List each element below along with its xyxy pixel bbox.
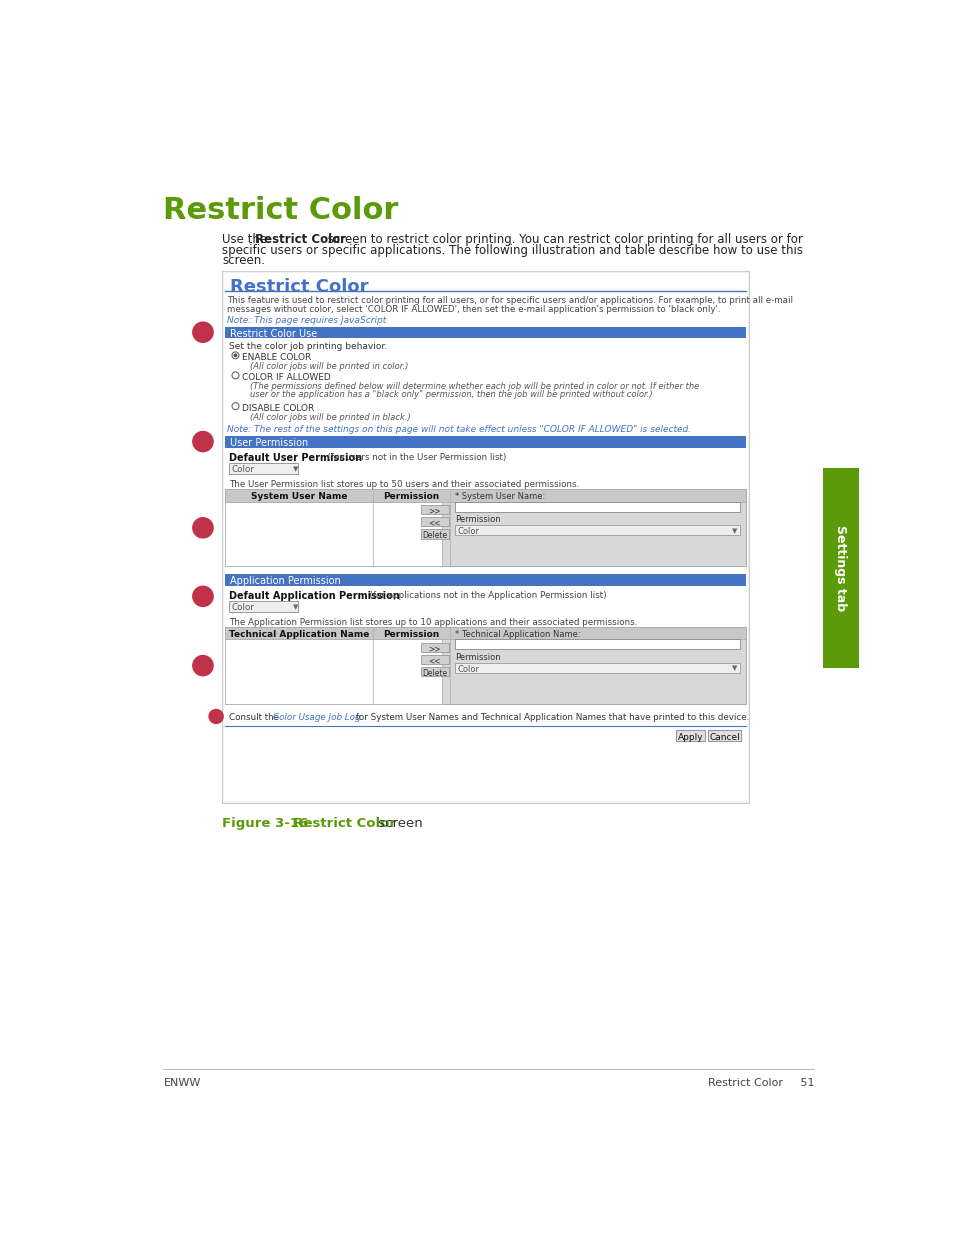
Bar [225,489,745,501]
Text: Color: Color [232,603,254,613]
Text: The User Permission list stores up to 50 users and their associated permissions.: The User Permission list stores up to 50… [229,480,578,489]
Bar [455,501,740,511]
Text: Cancel: Cancel [708,732,740,742]
Text: screen to restrict color printing. You can restrict color printing for all users: screen to restrict color printing. You c… [323,233,801,246]
Text: >>: >> [428,506,440,515]
Bar [420,642,448,652]
Text: Permission: Permission [455,515,500,525]
Text: COLOR IF ALLOWED: COLOR IF ALLOWED [241,373,330,382]
Text: specific users or specific applications. The following illustration and table de: specific users or specific applications.… [222,243,802,257]
Text: Use the: Use the [222,233,271,246]
Text: user or the application has a "black only" permission, then the job will be prin: user or the application has a "black onl… [250,390,652,399]
Text: ▼: ▼ [293,466,298,472]
Circle shape [192,321,213,343]
Bar [420,655,448,664]
Text: Note: This page requires JavaScript: Note: This page requires JavaScript [227,316,386,325]
Bar [225,489,745,567]
Circle shape [233,353,237,357]
Text: ENABLE COLOR: ENABLE COLOR [241,353,311,362]
Bar [225,501,442,567]
Bar [420,667,448,677]
Circle shape [192,431,213,452]
Text: Restrict Color     51: Restrict Color 51 [707,1078,814,1088]
Text: Apply: Apply [677,732,702,742]
Text: * System User Name:: * System User Name: [455,493,544,501]
Text: <<: << [428,519,440,527]
Text: (for applications not in the Application Permission list): (for applications not in the Application… [364,592,606,600]
Text: for System User Names and Technical Application Names that have printed to this : for System User Names and Technical Appl… [353,714,748,722]
Text: Restrict Color: Restrict Color [254,233,346,246]
Text: Color: Color [456,664,478,674]
Text: screen.: screen. [222,254,265,268]
Bar [229,463,298,474]
Text: (The permissions defined below will determine whether each job will be printed i: (The permissions defined below will dete… [250,383,699,391]
Bar [225,327,745,338]
Circle shape [232,352,239,359]
Text: Delete: Delete [421,668,447,678]
Text: Color: Color [456,527,478,536]
Text: User Permission: User Permission [230,438,308,448]
Circle shape [232,372,239,379]
Text: Set the color job printing behavior.: Set the color job printing behavior. [229,342,386,351]
Text: Permission: Permission [383,493,439,501]
Bar [822,468,858,668]
Text: (All color jobs will be printed in black.): (All color jobs will be printed in black… [250,412,411,422]
Bar [225,627,745,704]
Bar [455,525,740,535]
Bar [225,574,745,585]
Text: Default Application Permission: Default Application Permission [229,592,399,601]
Circle shape [208,709,224,724]
Bar [420,505,448,514]
Bar [455,640,740,650]
Text: ENWW: ENWW [163,1078,200,1088]
Text: Figure 3-16: Figure 3-16 [222,816,308,830]
Text: ▼: ▼ [732,666,737,672]
Circle shape [192,517,213,538]
Text: Restrict Color Use: Restrict Color Use [230,330,317,340]
Text: Note: The rest of the settings on this page will not take effect unless "COLOR I: Note: The rest of the settings on this p… [227,425,690,435]
Bar [707,730,740,741]
Text: screen: screen [374,816,422,830]
Circle shape [192,585,213,608]
Text: Color: Color [232,466,254,474]
Text: Permission: Permission [455,653,500,662]
Text: Technical Application Name: Technical Application Name [229,630,369,640]
Text: Delete: Delete [421,531,447,540]
Text: ▼: ▼ [293,604,298,610]
Text: <<: << [428,656,440,666]
Bar [225,627,745,640]
Bar [225,640,442,704]
Text: messages without color, select 'COLOR IF ALLOWED', then set the e-mail applicati: messages without color, select 'COLOR IF… [227,305,720,314]
Bar [675,730,704,741]
Text: Restrict Color: Restrict Color [284,816,395,830]
Text: (for users not in the User Permission list): (for users not in the User Permission li… [321,453,505,462]
Bar [420,530,448,538]
Bar [455,662,740,673]
Text: DISABLE COLOR: DISABLE COLOR [241,404,314,412]
Bar [420,517,448,526]
Text: Settings tab: Settings tab [834,525,846,611]
Text: The Application Permission list stores up to 10 applications and their associate: The Application Permission list stores u… [229,618,637,627]
Bar [224,273,747,802]
Bar [229,601,298,611]
Text: System User Name: System User Name [251,493,347,501]
Text: Restrict Color: Restrict Color [163,196,398,225]
Text: Permission: Permission [383,630,439,640]
Text: Restrict Color: Restrict Color [230,278,368,295]
Text: This feature is used to restrict color printing for all users, or for specific u: This feature is used to restrict color p… [227,296,792,305]
Text: Color Usage Job Log: Color Usage Job Log [273,714,360,722]
Text: * Technical Application Name:: * Technical Application Name: [455,630,579,640]
Bar [225,436,745,448]
Text: Default User Permission: Default User Permission [229,453,361,463]
Text: Application Permission: Application Permission [230,577,340,587]
Text: ▼: ▼ [732,527,737,534]
Text: (All color jobs will be printed in color.): (All color jobs will be printed in color… [250,362,408,372]
Circle shape [192,655,213,677]
Text: Consult the: Consult the [229,714,281,722]
Text: >>: >> [428,645,440,653]
Circle shape [232,403,239,410]
Bar [222,272,748,803]
